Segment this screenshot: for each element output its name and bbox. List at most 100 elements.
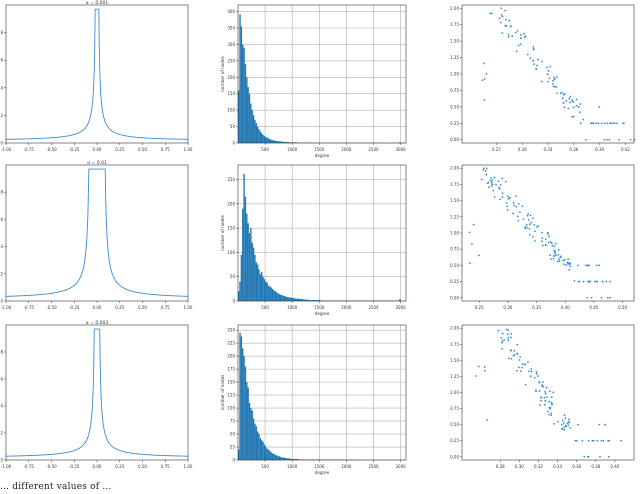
- bar-10: [251, 110, 253, 143]
- point-88: [587, 439, 590, 442]
- x-tick-label-1: 1000: [287, 305, 298, 310]
- bar-6: [246, 77, 248, 143]
- point-37: [620, 439, 623, 442]
- bar-26: [273, 290, 275, 301]
- point-70: [535, 68, 538, 71]
- bar-53: [309, 300, 312, 301]
- bar-40: [292, 142, 294, 143]
- outlier-point-1: [469, 262, 471, 265]
- point-14: [546, 80, 549, 83]
- point-12: [609, 296, 611, 299]
- point-94: [524, 35, 527, 38]
- point-97: [490, 12, 493, 15]
- point-66: [527, 219, 530, 221]
- point-101: [553, 86, 556, 88]
- bar-19: [263, 279, 266, 301]
- y-tick-label-0: 0: [232, 299, 235, 304]
- y-tick-label-2: 100: [227, 108, 235, 113]
- point-49: [530, 221, 533, 224]
- point-50: [516, 369, 518, 372]
- x-tick-label-0: 0.25: [475, 305, 484, 310]
- point-5: [501, 196, 504, 198]
- x-tick-label-1: -0.75: [24, 147, 35, 152]
- bar-41: [293, 458, 295, 460]
- point-53: [530, 368, 533, 370]
- point-117: [549, 408, 551, 410]
- point-104: [515, 205, 518, 208]
- bar-27: [274, 291, 276, 301]
- point-81: [506, 205, 509, 208]
- point-58: [535, 372, 538, 375]
- x-tick-label-0: 0.28: [496, 464, 505, 469]
- bar-33: [282, 295, 285, 301]
- point-86: [510, 332, 513, 335]
- point-0: [516, 343, 519, 346]
- point-13: [566, 422, 569, 425]
- point-134: [516, 215, 519, 218]
- bar-14: [256, 126, 259, 143]
- point-94: [529, 214, 532, 217]
- bar-42: [294, 458, 297, 460]
- point-31: [548, 413, 551, 416]
- point-62: [541, 231, 543, 234]
- bar-21: [266, 137, 268, 143]
- bar-16: [259, 438, 262, 460]
- point-6: [535, 371, 538, 373]
- bar-6: [246, 382, 248, 460]
- y-tick-label-5: 250: [227, 58, 235, 63]
- point-88: [497, 180, 500, 182]
- bar-25: [271, 288, 274, 301]
- y-tick-label-3: 0.75: [450, 406, 459, 411]
- bar-5: [244, 196, 247, 301]
- point-110: [530, 370, 533, 373]
- bar-39: [290, 458, 293, 460]
- y-tick-label-4: 0.8: [0, 30, 3, 35]
- bar-26: [273, 453, 275, 460]
- y-axis-label: number of nodes: [220, 215, 225, 251]
- point-64: [584, 138, 587, 141]
- point-135: [482, 169, 485, 171]
- point-98: [497, 186, 500, 189]
- point-9: [537, 225, 540, 228]
- point-108: [520, 37, 522, 40]
- y-tick-label-1: 0.25: [450, 121, 459, 126]
- panel-8-bar: 500 1000 1500 2000 2500 3000 0 25 50 75 100 125 150 1…: [220, 324, 407, 475]
- point-83: [501, 347, 504, 350]
- point-77: [609, 280, 611, 283]
- bar-25: [271, 140, 274, 143]
- bar-23: [269, 450, 271, 460]
- bar-34: [284, 296, 286, 301]
- y-tick-label-2: 0.4: [0, 404, 3, 409]
- y-tick-label-6: 1.50: [450, 358, 459, 363]
- panel-5-bar: 500 1000 1500 2000 2500 3000 0 50 100 150 200 250 de…: [220, 164, 407, 316]
- outlier-point-2: [468, 231, 471, 234]
- x-tick-label-3: -0.25: [69, 147, 80, 152]
- y-tick-label-7: 1.75: [450, 342, 459, 347]
- point-102: [559, 92, 562, 95]
- point-5: [574, 439, 577, 442]
- bar-2: [240, 26, 243, 143]
- point-50: [512, 212, 515, 215]
- point-138: [560, 255, 562, 258]
- y-tick-label-3: 0.75: [450, 247, 459, 252]
- point-57: [493, 176, 496, 179]
- bar-49: [304, 299, 306, 301]
- point-30: [522, 218, 525, 220]
- point-87: [577, 264, 579, 267]
- x-tick-label-3: 2000: [341, 464, 352, 469]
- bar-32: [281, 295, 283, 301]
- point-25: [591, 439, 594, 442]
- point-110: [501, 192, 504, 195]
- y-tick-label-7: 1.75: [450, 22, 459, 27]
- y-tick-label-1: 0.2: [0, 431, 3, 436]
- point-51: [542, 381, 544, 384]
- point-139: [586, 296, 589, 299]
- bar-40: [292, 458, 294, 460]
- point-125: [490, 183, 493, 185]
- point-101: [552, 258, 555, 260]
- point-56: [553, 78, 556, 81]
- bar-32: [281, 457, 283, 460]
- x-tick-label-1: 0.30: [515, 464, 524, 469]
- bar-1: [239, 281, 241, 301]
- bar-44: [297, 458, 299, 460]
